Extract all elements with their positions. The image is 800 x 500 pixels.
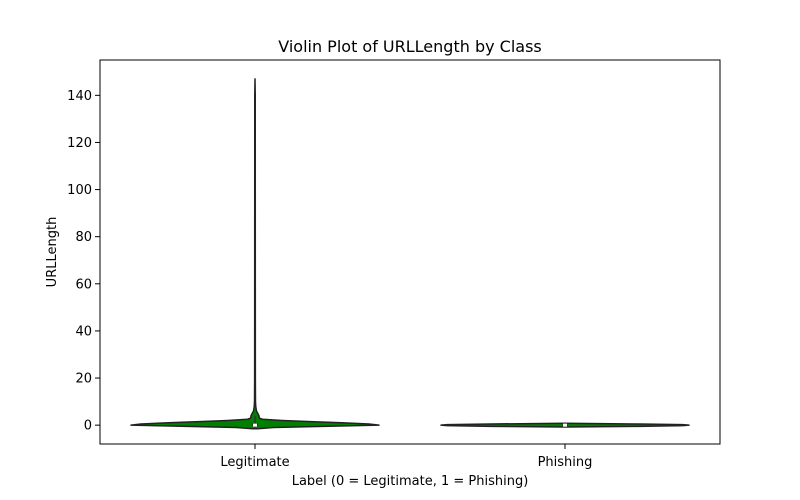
- y-tick-label: 80: [75, 230, 92, 245]
- y-tick-label: 60: [75, 277, 92, 292]
- y-tick-label: 0: [84, 419, 92, 434]
- violin-median: [563, 423, 567, 427]
- plot-frame: [99, 59, 721, 445]
- x-tick-label: Phishing: [538, 455, 593, 470]
- chart-title: Violin Plot of URLLength by Class: [278, 37, 542, 56]
- violin-legitimate: [130, 78, 380, 430]
- y-tick-label: 100: [67, 183, 92, 198]
- x-axis: Legitimate Phishing: [220, 444, 592, 470]
- violin-median: [253, 423, 257, 427]
- y-axis: 0 20 40 60 80 100 120 140: [67, 89, 100, 434]
- y-tick-label: 40: [75, 324, 92, 339]
- x-axis-label: Label (0 = Legitimate, 1 = Phishing): [292, 474, 529, 489]
- y-tick-label: 20: [75, 372, 92, 387]
- plot-area: [130, 78, 690, 430]
- y-axis-label: URLLength: [45, 217, 60, 288]
- y-tick-label: 120: [67, 136, 92, 151]
- x-tick-label: Legitimate: [220, 455, 289, 470]
- y-tick-label: 140: [67, 89, 92, 104]
